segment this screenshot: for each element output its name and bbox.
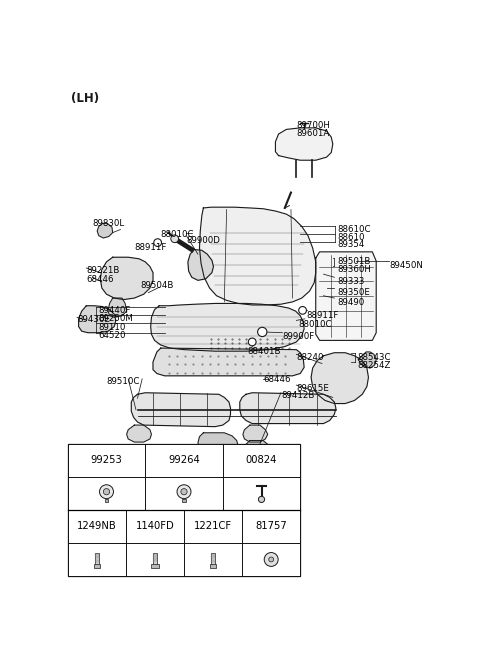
Bar [210,564,216,568]
Text: 89830L: 89830L [93,219,125,228]
Bar [94,564,100,568]
Text: 88911F: 88911F [306,311,339,320]
Polygon shape [311,353,369,403]
Bar [211,553,215,567]
Polygon shape [244,441,269,457]
Polygon shape [151,303,304,351]
Text: 89510C: 89510C [107,377,140,386]
Polygon shape [359,352,376,368]
Bar [242,543,300,576]
Polygon shape [198,433,238,454]
Text: (LH): (LH) [71,92,99,105]
Circle shape [248,338,256,346]
Bar [223,443,300,477]
Bar [145,477,223,510]
Circle shape [177,485,191,498]
Bar [68,543,126,576]
Text: 88010C: 88010C [161,231,194,239]
Circle shape [258,328,267,337]
Polygon shape [316,252,376,341]
Circle shape [181,489,187,495]
Polygon shape [100,257,153,299]
Text: 00824: 00824 [246,455,277,465]
Polygon shape [97,223,113,238]
Bar [223,477,300,510]
Text: 89504B: 89504B [141,281,174,290]
Text: 81757: 81757 [255,521,287,531]
Bar [126,510,184,543]
Bar [126,543,184,576]
Text: 89221B: 89221B [86,266,120,274]
Text: 89333: 89333 [337,277,365,286]
Circle shape [171,235,179,242]
Bar [184,543,242,576]
Circle shape [258,496,264,502]
Text: 68446: 68446 [86,275,114,284]
Bar [105,498,108,502]
Text: 88010C: 88010C [299,320,332,329]
Polygon shape [200,207,316,305]
Bar [145,443,223,477]
Text: 88911F: 88911F [134,242,167,252]
Text: 89615E: 89615E [296,384,329,392]
Polygon shape [276,128,333,160]
Text: 68446: 68446 [263,375,290,384]
Text: 89490: 89490 [337,298,365,307]
Bar [153,553,157,566]
Text: 89900D: 89900D [186,236,220,245]
Text: 89350E: 89350E [337,288,371,297]
Text: 88610C: 88610C [337,225,371,234]
Text: 89250M: 89250M [99,314,133,323]
Text: 89900F: 89900F [282,332,315,341]
Text: 89601A: 89601A [296,130,330,138]
Text: 88543C: 88543C [358,353,391,362]
Text: 88254Z: 88254Z [358,361,391,370]
Text: 89110: 89110 [99,323,126,331]
Circle shape [154,239,162,246]
Text: 89412B: 89412B [281,391,314,400]
Text: 1140FD: 1140FD [135,521,174,531]
Bar [184,510,242,543]
Circle shape [269,557,274,562]
Text: 89501B: 89501B [337,257,371,266]
Circle shape [264,553,278,567]
Polygon shape [188,250,214,280]
Bar [182,498,186,502]
Text: 89700H: 89700H [296,121,330,130]
Text: 99253: 99253 [91,455,122,465]
Polygon shape [79,306,116,333]
Bar [68,443,300,576]
Text: 89430E: 89430E [77,315,110,324]
Text: 89450N: 89450N [389,261,423,270]
Bar [95,553,99,567]
Circle shape [99,485,113,498]
Polygon shape [153,348,304,376]
Polygon shape [132,393,230,426]
Polygon shape [108,298,127,317]
Polygon shape [240,393,336,424]
Text: 88610: 88610 [337,233,365,242]
Circle shape [299,307,306,314]
Text: 89440F: 89440F [99,306,131,315]
Text: 1221CF: 1221CF [194,521,232,531]
Polygon shape [243,425,268,442]
Text: 64520: 64520 [99,331,126,340]
Text: 89360H: 89360H [337,265,372,274]
Text: 1249NB: 1249NB [77,521,117,531]
Bar [242,510,300,543]
Bar [151,564,159,567]
Text: 89354: 89354 [337,240,365,250]
Bar [68,477,145,510]
Text: 88240: 88240 [296,354,324,362]
Polygon shape [127,425,152,442]
Text: 88401B: 88401B [248,346,281,356]
Bar [68,443,145,477]
Text: 99264: 99264 [168,455,200,465]
Circle shape [103,489,109,495]
Bar [68,510,126,543]
